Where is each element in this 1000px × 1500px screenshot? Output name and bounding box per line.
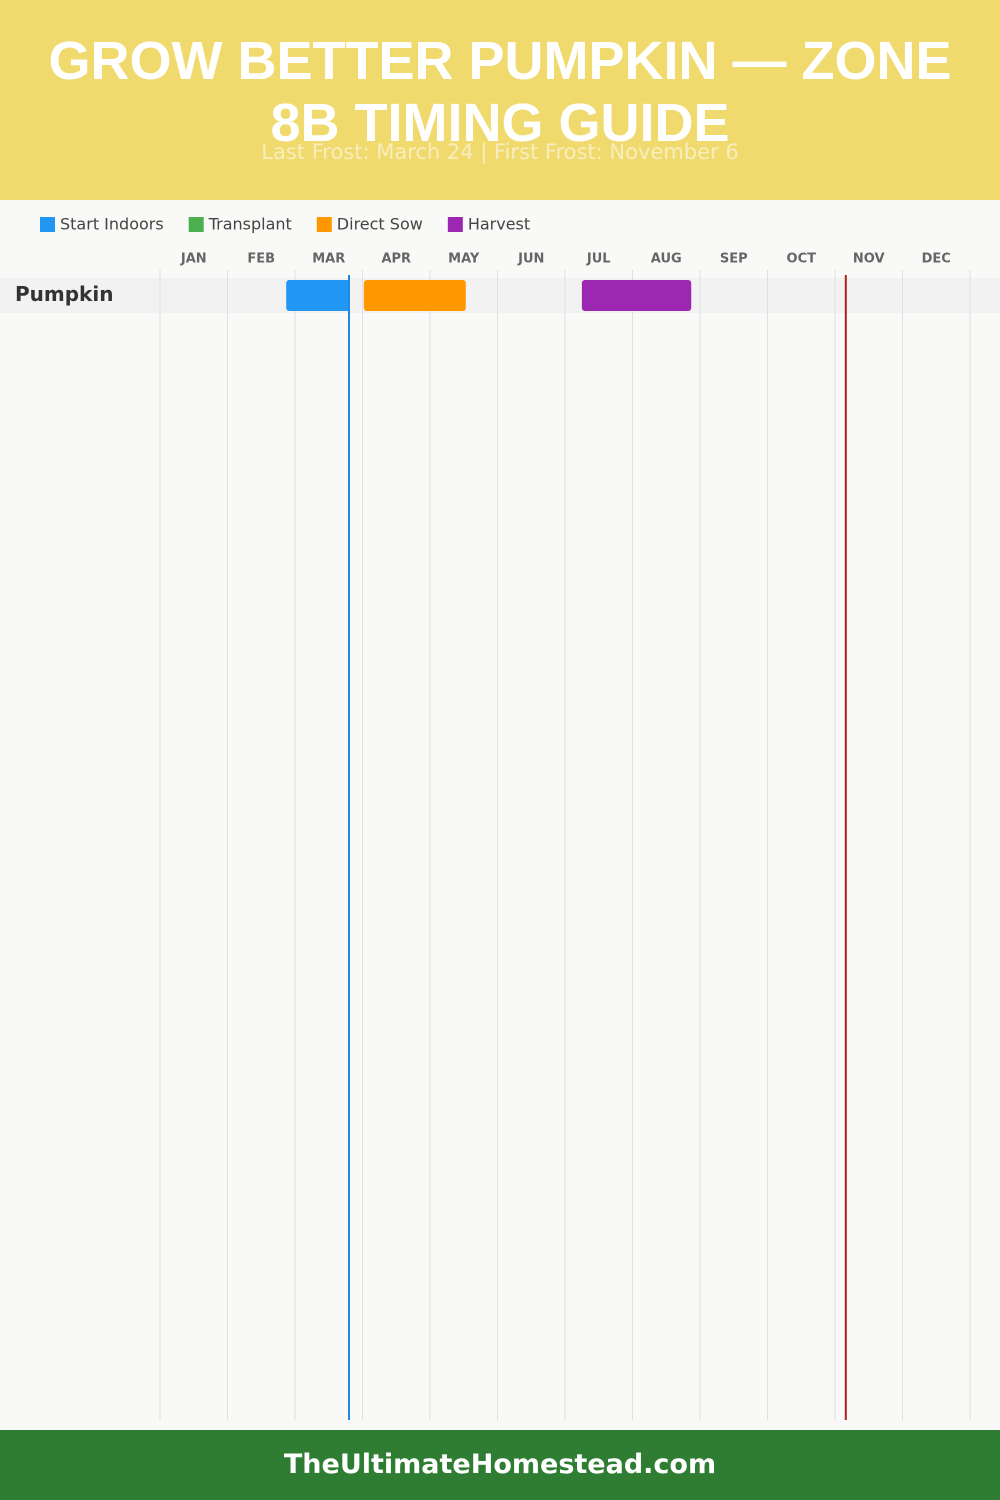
legend-label: Direct Sow [337, 215, 423, 234]
x-tick-label: MAY [448, 252, 480, 267]
legend-label: Transplant [208, 215, 292, 234]
legend-swatch [188, 217, 204, 232]
legend-label: Start Indoors [60, 215, 164, 234]
x-tick-label: FEB [247, 252, 275, 267]
x-tick-label: MAR [312, 252, 345, 267]
x-tick-label: JUL [586, 252, 611, 267]
row-band [0, 278, 1000, 313]
x-tick-label: DEC [922, 252, 951, 267]
bar [363, 280, 466, 311]
bar [581, 280, 692, 311]
x-tick-label: JAN [180, 252, 207, 267]
x-tick-label: APR [381, 252, 411, 267]
x-tick-label: OCT [787, 252, 817, 267]
x-tick-label: SEP [720, 252, 748, 267]
chart-subtitle: Last Frost: March 24 | First Frost: Nove… [261, 140, 739, 164]
footer: TheUltimateHomestead.com [0, 1430, 1000, 1500]
legend-swatch [40, 217, 55, 232]
x-tick-label: AUG [651, 252, 682, 267]
legend-swatch [316, 217, 332, 232]
chart: Pumpkin JAN FEB MAR APR MAY JUN JUL AUG SEP OCT NOV… [0, 215, 1000, 1420]
header: GROW BETTER PUMPKIN — ZONE 8B TIMING GUI… [0, 0, 1000, 200]
x-tick-label: NOV [853, 252, 885, 267]
row-label: Pumpkin [15, 282, 113, 306]
chart-title: GROW BETTER PUMPKIN — ZONE 8B TIMING GUI… [48, 31, 952, 153]
bar [286, 280, 350, 311]
x-tick-label: JUN [517, 252, 544, 267]
legend-swatch [447, 217, 463, 232]
legend-label: Harvest [468, 215, 530, 234]
